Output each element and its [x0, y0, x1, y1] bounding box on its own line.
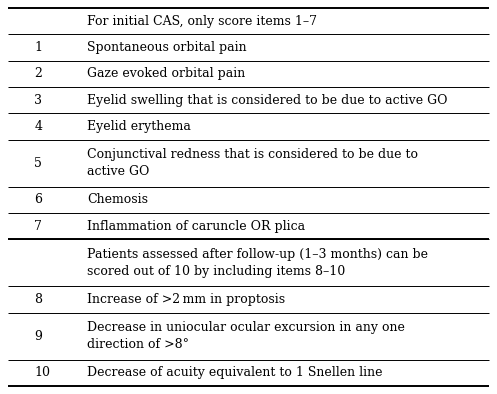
Text: 9: 9	[34, 330, 42, 343]
Text: 8: 8	[34, 293, 42, 306]
Text: 6: 6	[34, 193, 42, 206]
Text: Eyelid erythema: Eyelid erythema	[87, 120, 191, 133]
Text: 3: 3	[34, 94, 42, 107]
Text: 1: 1	[34, 41, 42, 54]
Text: Decrease of acuity equivalent to 1 Snellen line: Decrease of acuity equivalent to 1 Snell…	[87, 366, 383, 379]
Text: 7: 7	[34, 219, 42, 232]
Text: Increase of >2 mm in proptosis: Increase of >2 mm in proptosis	[87, 293, 285, 306]
Text: Conjunctival redness that is considered to be due to
active GO: Conjunctival redness that is considered …	[87, 149, 418, 178]
Text: For initial CAS, only score items 1–7: For initial CAS, only score items 1–7	[87, 15, 318, 28]
Text: 4: 4	[34, 120, 42, 133]
Text: Decrease in uniocular ocular excursion in any one
direction of >8°: Decrease in uniocular ocular excursion i…	[87, 322, 405, 351]
Text: 10: 10	[34, 366, 51, 379]
Text: 2: 2	[34, 67, 42, 80]
Text: Patients assessed after follow-up (1–3 months) can be
scored out of 10 by includ: Patients assessed after follow-up (1–3 m…	[87, 248, 428, 277]
Text: Eyelid swelling that is considered to be due to active GO: Eyelid swelling that is considered to be…	[87, 94, 448, 107]
Text: Inflammation of caruncle OR plica: Inflammation of caruncle OR plica	[87, 219, 306, 232]
Text: Gaze evoked orbital pain: Gaze evoked orbital pain	[87, 67, 246, 80]
Text: Chemosis: Chemosis	[87, 193, 149, 206]
Text: Spontaneous orbital pain: Spontaneous orbital pain	[87, 41, 247, 54]
Text: 5: 5	[34, 157, 42, 170]
